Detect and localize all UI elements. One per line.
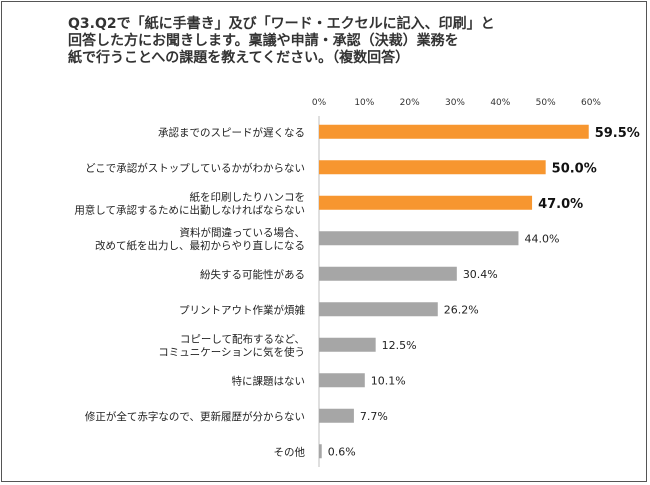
bar <box>319 373 365 388</box>
category-label: 紙を印刷したりハンコを用意して承認するために出勤しなければならない <box>74 190 305 216</box>
bar <box>319 337 376 352</box>
x-tick-label: 40% <box>490 98 510 108</box>
category-label: 修正が全て赤字なので、更新履歴が分からない <box>85 410 305 423</box>
bar <box>319 195 533 210</box>
value-label: 30.4% <box>463 268 498 281</box>
category-label: 資料が間違っている場合、改めて紙を出力し、最初からやり直しになる <box>95 226 305 252</box>
x-tick-label: 0% <box>312 98 327 108</box>
value-label: 26.2% <box>444 303 479 316</box>
category-label: プリントアウト作業が煩雑 <box>179 303 305 316</box>
x-tick-label: 60% <box>581 98 601 108</box>
category-label: その他 <box>274 445 306 458</box>
x-tick-label: 30% <box>445 98 465 108</box>
category-label: コピーして配布するなど、コミュニケーションに気を使う <box>158 333 305 358</box>
category-label: どこで承認がストップしているかがわからない <box>85 161 305 174</box>
category-label: 特に課題はない <box>232 374 306 387</box>
bar <box>319 231 519 246</box>
bar <box>319 160 546 175</box>
x-tick-label: 10% <box>354 98 374 108</box>
category-label: 承認までのスピードが遅くなる <box>158 126 305 139</box>
chart-title: Q3.Q2で「紙に手書き」及び「ワード・エクセルに記入、印刷」と 回答した方にお… <box>68 16 495 66</box>
category-label: 紛失する可能性がある <box>200 268 305 281</box>
value-label: 7.7% <box>360 410 388 423</box>
value-label: 0.6% <box>328 445 356 458</box>
value-label: 59.5% <box>595 126 640 141</box>
value-label: 50.0% <box>552 161 597 176</box>
bar <box>319 124 589 139</box>
value-label: 44.0% <box>524 232 559 245</box>
bar <box>319 444 322 459</box>
x-tick-label: 50% <box>536 98 556 108</box>
value-label: 12.5% <box>382 339 417 352</box>
bar <box>319 266 457 281</box>
value-label: 10.1% <box>371 374 406 387</box>
x-tick-label: 20% <box>400 98 420 108</box>
bar <box>319 408 354 423</box>
value-label: 47.0% <box>538 197 583 212</box>
bar <box>319 302 438 317</box>
